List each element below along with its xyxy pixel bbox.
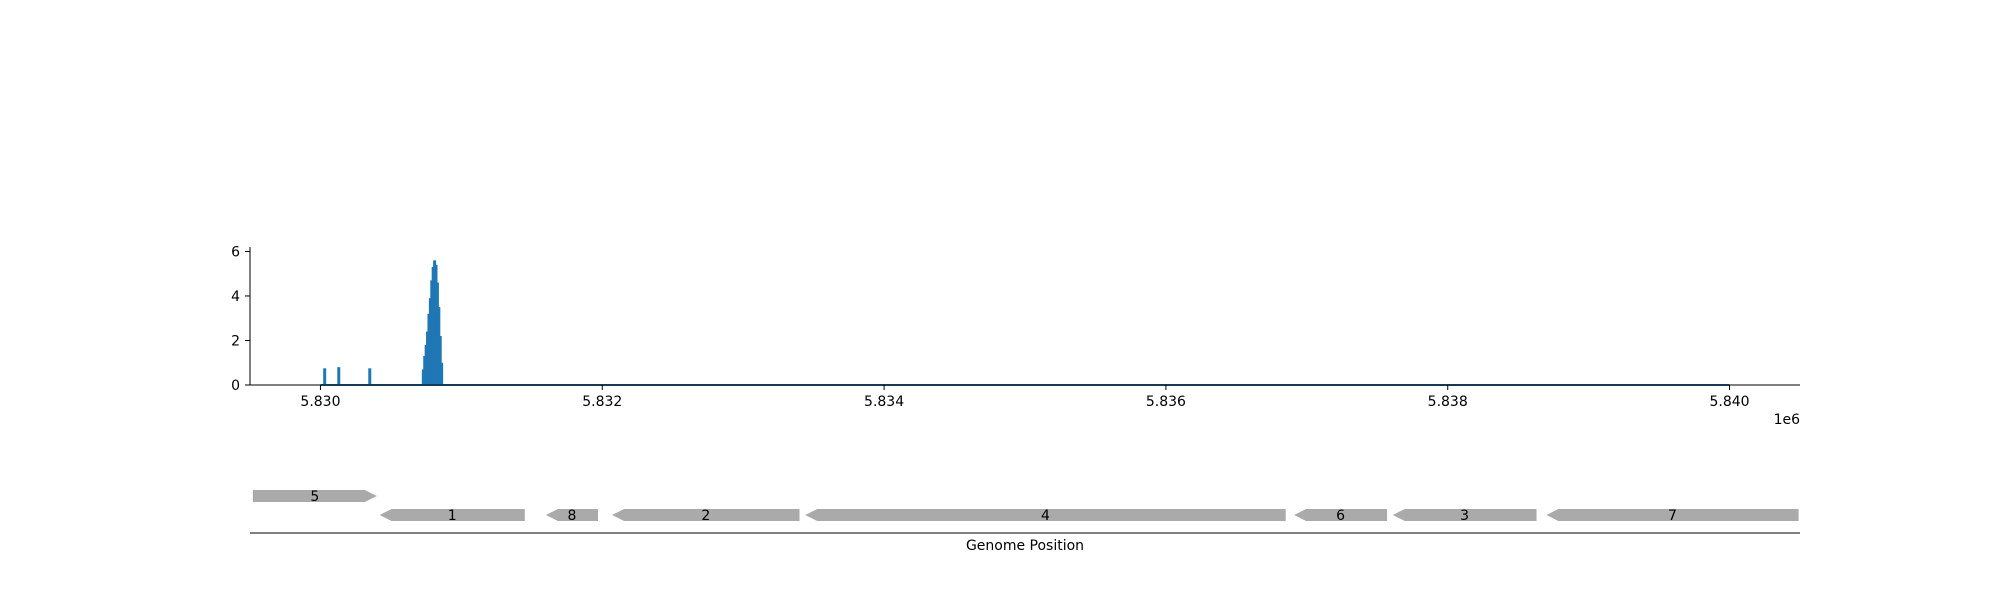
x-tick-label: 5.832 [582,394,622,410]
x-tick-label: 5.834 [864,394,904,410]
gene-8: 8 [545,508,598,524]
gene-arrow [252,490,377,502]
y-tick-label: 0 [231,378,240,394]
coverage-bar [323,368,327,385]
gene-label: 8 [568,508,577,524]
x-tick-label: 5.838 [1428,394,1468,410]
gene-2: 2 [612,508,800,524]
y-tick-label: 2 [231,333,240,349]
gene-track: 5 1 8 2 4 6 3 7 Genome Position [250,489,1800,554]
gene-arrow [1294,509,1388,521]
x-axis-ticks: 5.830 5.832 5.834 5.836 5.838 5.840 [300,385,1750,410]
gene-3: 3 [1392,508,1537,524]
coverage-bar [337,367,341,385]
gene-arrow [545,509,598,521]
gene-4: 4 [805,508,1286,524]
x-tick-label: 5.840 [1709,394,1749,410]
coverage-plot: 5.830 5.832 5.834 5.836 5.838 5.840 0 2 4 6 1e6 [231,244,1800,428]
gene-arrow [805,509,1286,521]
gene-arrow [612,509,800,521]
gene-label: 5 [310,489,319,505]
coverage-bar [438,336,442,385]
gene-arrow [379,509,525,521]
gene-label: 4 [1041,508,1050,524]
gene-label: 2 [701,508,710,524]
gene-arrow [1546,509,1799,521]
gene-arrows: 5 1 8 2 4 6 3 7 [252,489,1799,524]
x-tick-label: 5.830 [300,394,340,410]
y-tick-label: 4 [231,289,240,305]
gene-label: 7 [1668,508,1677,524]
gene-label: 3 [1460,508,1469,524]
gene-5: 5 [252,489,377,505]
gene-1: 1 [379,508,525,524]
gene-7: 7 [1546,508,1799,524]
x-axis-offset-label: 1e6 [1774,412,1801,428]
gene-track-xlabel: Genome Position [966,538,1084,554]
y-axis-ticks: 0 2 4 6 [231,244,250,394]
coverage-bars [323,260,444,385]
gene-arrow [1392,509,1537,521]
y-tick-label: 6 [231,244,240,260]
gene-label: 1 [448,508,457,524]
gene-label: 6 [1336,508,1345,524]
coverage-bar [440,362,444,385]
coverage-bar [368,368,372,385]
gene-6: 6 [1294,508,1388,524]
x-tick-label: 5.836 [1146,394,1186,410]
